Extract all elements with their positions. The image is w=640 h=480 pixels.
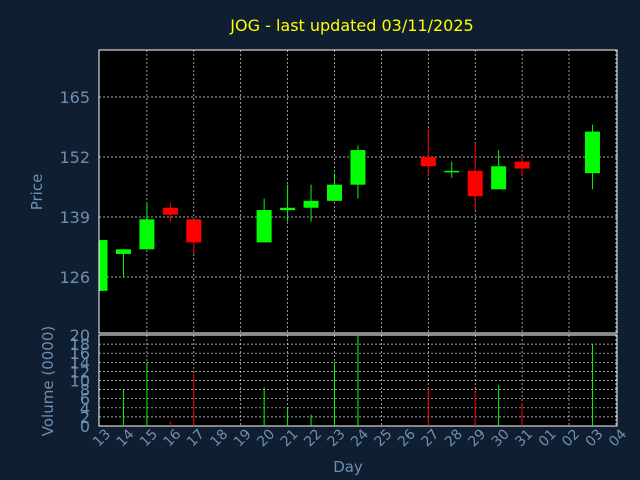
- candle-body: [186, 219, 202, 243]
- volume-tick-label: 16: [70, 344, 90, 363]
- candle-body: [350, 150, 366, 185]
- candles: [99, 124, 600, 291]
- volume-axis-label: Volume (0000): [39, 326, 57, 436]
- candle-body: [584, 131, 600, 174]
- x-tick-label: 26: [395, 426, 419, 450]
- price-axis-label: Price: [28, 174, 46, 211]
- x-tick-label: 03: [583, 426, 607, 450]
- x-tick-label: 25: [372, 426, 396, 450]
- volume-tick-label: 6: [80, 390, 90, 409]
- x-tick-labels: 13 14 15 16 17 18 19 20 21 22 23 24 25 26 27 28 29 30 31 01…: [90, 426, 630, 450]
- x-tick-label: 14: [114, 426, 138, 450]
- candle-body: [327, 184, 342, 201]
- candle-body: [491, 166, 507, 190]
- price-tick-label: 165: [59, 88, 90, 107]
- volume-tick-label: 14: [70, 353, 90, 372]
- candle-body: [420, 157, 436, 167]
- candle-body: [100, 240, 108, 291]
- x-tick-label: 20: [254, 426, 278, 450]
- volume-tick-label: 12: [70, 362, 90, 381]
- x-tick-label: 17: [184, 426, 208, 450]
- candle-body: [139, 219, 155, 250]
- x-tick-label: 27: [418, 426, 442, 450]
- candle-body: [514, 161, 530, 169]
- x-tick-label: 19: [231, 426, 255, 450]
- volume-tick-label: 20: [70, 326, 90, 345]
- x-tick-label: 13: [90, 426, 114, 450]
- x-tick-label: 28: [442, 426, 466, 450]
- price-tick-label: 126: [59, 268, 90, 287]
- x-tick-label: 01: [536, 426, 560, 450]
- x-tick-label: 29: [465, 426, 489, 450]
- x-tick-label: 18: [207, 426, 231, 450]
- x-tick-label: 23: [325, 426, 349, 450]
- candle-body: [256, 210, 272, 243]
- candle-body: [467, 170, 483, 197]
- candle-body: [162, 207, 178, 215]
- volume-tick-label: 4: [80, 399, 90, 418]
- x-tick-label: 02: [559, 426, 583, 450]
- x-tick-label: 15: [137, 426, 161, 450]
- candle-body: [115, 249, 131, 254]
- x-axis-label: Day: [333, 458, 363, 476]
- x-tick-label: 30: [489, 426, 513, 450]
- x-tick-label: 16: [161, 426, 185, 450]
- x-tick-label: 31: [512, 426, 536, 450]
- volume-tick-label: 0: [80, 417, 90, 436]
- price-tick-labels: 126 139 152 165: [59, 88, 90, 287]
- candle-body: [444, 170, 460, 173]
- candle-body: [280, 207, 296, 211]
- x-tick-label: 04: [606, 426, 630, 450]
- x-tick-label: 22: [301, 426, 325, 450]
- volume-tick-label: 2: [80, 408, 90, 427]
- price-tick-label: 152: [59, 148, 90, 167]
- price-tick-label: 139: [59, 208, 90, 227]
- x-tick-label: 21: [278, 426, 302, 450]
- volume-tick-label: 8: [80, 381, 90, 400]
- volume-tick-label: 10: [70, 372, 90, 391]
- volume-bars: [122, 335, 593, 426]
- x-tick-label: 24: [348, 426, 372, 450]
- candle-body: [303, 200, 319, 208]
- volume-tick-label: 18: [70, 335, 90, 354]
- chart-title: JOG - last updated 03/11/2025: [229, 16, 473, 35]
